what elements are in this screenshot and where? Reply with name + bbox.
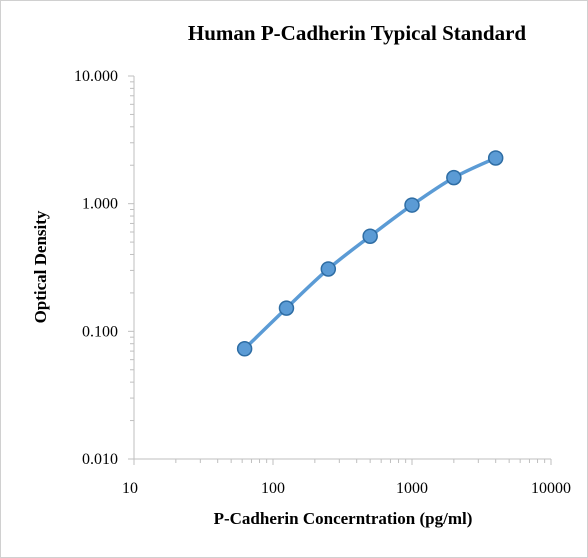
chart-title: Human P-Cadherin Typical Standard [188,21,527,45]
axes: 0.010 0.100 1.000 10.000 10 100 1000 10000 [74,68,571,497]
x-axis-title: P-Cadherin Concerntration (pg/ml) [214,509,473,528]
y-axis-title: Optical Density [31,210,50,323]
x-tick-label: 10000 [531,480,571,497]
y-tick-label: 0.010 [82,451,118,468]
data-point [320,261,337,277]
data-point [362,228,378,244]
data-point [446,169,462,186]
y-tick-label: 10.000 [74,68,118,85]
x-tick-label: 100 [261,480,285,497]
data-point [404,197,420,213]
data-point [278,300,295,316]
x-tick-label: 10 [122,480,138,497]
y-tick-label: 0.100 [82,323,118,340]
y-tick-label: 1.000 [82,196,118,213]
x-tick-label: 1000 [396,480,428,497]
data-point [236,341,253,357]
data-point [487,150,504,166]
series-layer [236,150,504,357]
series-line [242,156,498,351]
